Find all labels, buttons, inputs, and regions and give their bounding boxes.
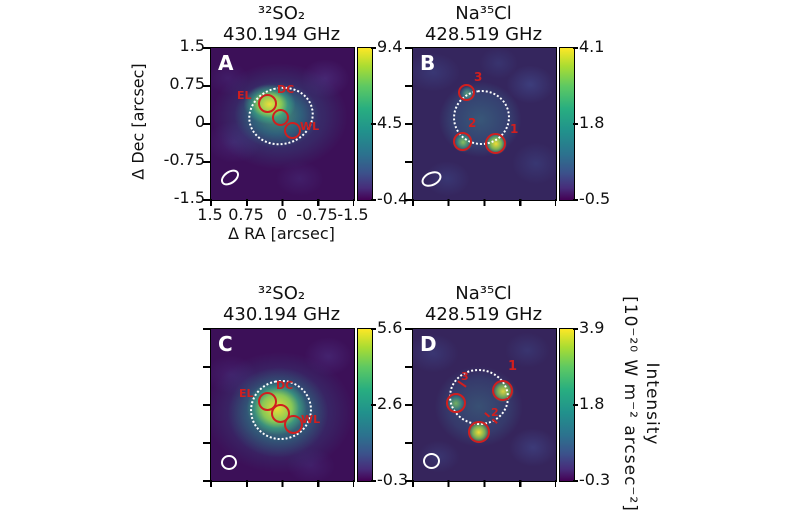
panel-d-region-label-3: 3 xyxy=(461,370,469,383)
panel-c-region-label-el: EL xyxy=(239,387,254,400)
panel-b-aperture-3 xyxy=(458,84,475,101)
dec-axis-label: Δ Dec [arcsec] xyxy=(128,63,148,180)
dec-tick-label: -0.75 xyxy=(163,150,205,169)
colorbar-unit-label-line2: [10⁻²⁰ W m⁻² arcsec⁻²] xyxy=(620,296,640,512)
panel-a-title: ³²SO₂ 430.194 GHz xyxy=(210,3,353,45)
colorbar-c-tick-max: 5.6 xyxy=(377,318,403,337)
ra-tick-label: 1.5 xyxy=(197,205,223,224)
panel-a-letter: A xyxy=(218,51,234,75)
ra-axis-label: Δ RA [arcsec] xyxy=(228,224,335,243)
panel-a-bottom-ticks xyxy=(210,199,354,206)
panel-b-letter: B xyxy=(420,51,436,75)
ra-tick-label: 0.75 xyxy=(228,205,264,224)
panel-d-aperture-3 xyxy=(446,393,466,413)
panel-c-region-label-wl: WL xyxy=(301,413,321,426)
panel-c-aperture-el xyxy=(258,392,277,411)
panel-b-aperture-2 xyxy=(453,132,472,151)
panel-d-region-label-1: 1 xyxy=(508,359,518,374)
colorbar-unit-label: Intensity [10⁻²⁰ W m⁻² arcsec⁻²] xyxy=(617,279,663,529)
colorbar-d-ticks xyxy=(573,328,578,482)
colorbar-c-tick-mid: 2.6 xyxy=(377,394,403,413)
colorbar-b-tick-max: 4.1 xyxy=(579,37,605,56)
panel-a-aperture-dc xyxy=(272,109,289,126)
panel-a-aperture-el xyxy=(258,94,277,113)
panel-a-left-ticks xyxy=(203,47,210,201)
panel-b-left-ticks xyxy=(405,47,412,201)
panel-d-letter: D xyxy=(420,332,437,356)
panel-d-aperture-2 xyxy=(468,421,490,443)
panel-c-aperture-wl xyxy=(284,415,303,434)
heatmap-panel-a: A EL DC WL xyxy=(210,47,355,201)
panel-c-region-label-dc: DC xyxy=(276,379,294,392)
dec-tick-label: 0 xyxy=(194,112,205,131)
colorbar-d-tick-min: -0.3 xyxy=(579,470,611,489)
panel-c-title-frequency: 430.194 GHz xyxy=(222,304,341,325)
panel-b-beam-ellipse xyxy=(419,168,444,190)
panel-b-title-molecule: Na³⁵Cl xyxy=(455,3,512,24)
panel-c-beam-ellipse xyxy=(221,455,237,470)
panel-d-region-label-2: 2 xyxy=(491,406,499,419)
panel-d-beam-ellipse xyxy=(423,453,440,469)
panel-d-title-molecule: Na³⁵Cl xyxy=(455,283,512,304)
panel-c-title: ³²SO₂ 430.194 GHz xyxy=(210,283,353,325)
colorbar-unit-label-line1: Intensity xyxy=(642,362,662,446)
dec-tick-label: 1.5 xyxy=(179,36,205,55)
colorbar-a-tick-max: 9.4 xyxy=(377,37,403,56)
panel-c-bottom-ticks xyxy=(210,480,354,487)
colorbar-d-tick-mid: 1.8 xyxy=(579,394,605,413)
panel-b-bottom-ticks xyxy=(412,199,556,206)
dec-tick-label: -1.5 xyxy=(173,188,205,207)
panel-a-region-label-dc: DC xyxy=(277,83,295,96)
panel-d-title-frequency: 428.519 GHz xyxy=(424,304,543,325)
panel-a-region-label-wl: WL xyxy=(300,120,320,133)
panel-b-title: Na³⁵Cl 428.519 GHz xyxy=(412,3,555,45)
panel-a-title-frequency: 430.194 GHz xyxy=(222,24,341,45)
panel-a-title-molecule: ³²SO₂ xyxy=(257,3,306,24)
heatmap-panel-d: D 3 1 2 xyxy=(412,328,557,482)
panel-b-region-label-2: 2 xyxy=(468,116,477,130)
panel-d-left-ticks xyxy=(405,328,412,482)
panel-b-region-label-3: 3 xyxy=(474,70,483,84)
panel-b-title-frequency: 428.519 GHz xyxy=(424,24,543,45)
colorbar-a-tick-min: -0.4 xyxy=(377,189,409,208)
panel-b-aperture-1 xyxy=(485,133,506,154)
dec-tick-label: 0.75 xyxy=(169,74,205,93)
panel-d-title: Na³⁵Cl 428.519 GHz xyxy=(412,283,555,325)
panel-a-beam-ellipse xyxy=(218,166,242,189)
panel-a-aperture-wl xyxy=(284,122,301,139)
panel-c-title-molecule: ³²SO₂ xyxy=(257,283,306,304)
colorbar-b-ticks xyxy=(573,47,578,201)
panel-c-aperture-dc xyxy=(271,404,290,423)
colorbar-c-tick-min: -0.3 xyxy=(377,470,409,489)
ra-tick-label: -1.5 xyxy=(337,205,369,224)
heatmap-panel-b: B 3 2 1 xyxy=(412,47,557,201)
panel-d-aperture-1 xyxy=(492,380,513,401)
ra-tick-label: -0.75 xyxy=(296,205,338,224)
colorbar-b-tick-min: -0.5 xyxy=(579,189,611,208)
colorbar-a-tick-mid: 4.5 xyxy=(377,113,403,132)
panel-c-left-ticks xyxy=(203,328,210,482)
colorbar-c-ticks xyxy=(371,328,376,482)
colorbar-a-ticks xyxy=(371,47,376,201)
panel-a-region-label-el: EL xyxy=(237,89,252,102)
panel-c-letter: C xyxy=(218,332,233,356)
colorbar-d-tick-max: 3.9 xyxy=(579,318,605,337)
colorbar-b-tick-mid: 1.8 xyxy=(579,113,605,132)
panel-b-region-label-1: 1 xyxy=(510,122,519,136)
panel-d-bottom-ticks xyxy=(412,480,556,487)
heatmap-panel-c: C EL DC WL xyxy=(210,328,355,482)
ra-tick-label: 0 xyxy=(276,205,288,224)
